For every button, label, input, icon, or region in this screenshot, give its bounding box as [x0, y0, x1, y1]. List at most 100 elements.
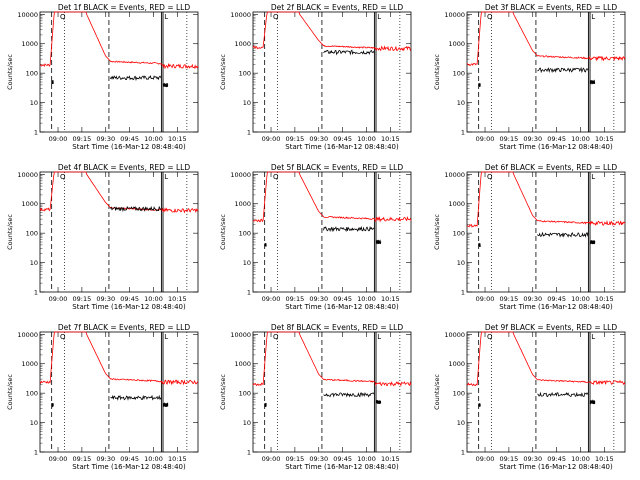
x-tick-label: 10:15 — [595, 135, 614, 143]
panel-title: Det 3f BLACK = Events, RED = LLD — [485, 3, 618, 12]
events-post — [589, 399, 596, 405]
events-series-line — [323, 392, 375, 398]
lld-series-line — [252, 331, 412, 387]
panel-title: Det 8f BLACK = Events, RED = LLD — [271, 323, 404, 332]
lld-series-line — [39, 331, 199, 386]
x-axis-label: Start Time (16-Mar-12 08:48:40) — [285, 143, 399, 151]
x-tick-label: 09:15 — [73, 455, 92, 463]
x-tick-label: 09:15 — [286, 295, 305, 303]
lld-series-line — [466, 171, 626, 228]
x-tick-label: 10:15 — [595, 295, 614, 303]
marker-l: L — [377, 173, 381, 181]
panel-3: Det 3f BLACK = Events, RED = LLD 1 10 100 10… — [433, 3, 626, 151]
x-tick-label: 09:15 — [73, 295, 92, 303]
x-tick-label: 10:00 — [357, 455, 376, 463]
events-pre-saa — [51, 80, 54, 85]
x-axis-label: Start Time (16-Mar-12 08:48:40) — [499, 303, 613, 311]
events-pre-saa — [478, 83, 481, 87]
y-tick-label: 10000 — [230, 11, 251, 19]
lld-series-line — [466, 331, 626, 387]
y-axis-label: Counts/sec — [6, 374, 14, 410]
events-series-line — [110, 394, 162, 401]
events-pre-saa — [264, 243, 267, 247]
y-tick-label: 100 — [26, 390, 38, 398]
y-tick-label: 100 — [239, 230, 251, 238]
y-tick-label: 10 — [243, 259, 251, 267]
x-tick-label: 10:00 — [571, 295, 590, 303]
x-tick-label: 09:45 — [333, 455, 352, 463]
lld-series-line — [252, 171, 412, 223]
y-tick-label: 100 — [453, 70, 465, 78]
y-tick-label: 100 — [239, 390, 251, 398]
marker-l: L — [164, 13, 168, 21]
y-axis-label: Counts/sec — [219, 214, 227, 250]
y-tick-label: 1 — [247, 129, 251, 137]
panel-6: Det 6f BLACK = Events, RED = LLD 1 10 100 10… — [433, 163, 626, 311]
x-tick-label: 09:15 — [73, 135, 92, 143]
plot-frame — [39, 331, 199, 453]
panel-7: Det 7f BLACK = Events, RED = LLD 1 10 100 10… — [6, 323, 199, 471]
x-tick-label: 09:45 — [333, 295, 352, 303]
y-tick-label: 10 — [30, 99, 38, 107]
x-tick-label: 10:15 — [381, 295, 400, 303]
marker-l: L — [377, 333, 381, 341]
x-axis-label: Start Time (16-Mar-12 08:48:40) — [285, 463, 399, 471]
y-tick-label: 1 — [34, 129, 38, 137]
x-tick-label: 10:00 — [144, 455, 163, 463]
x-tick-label: 10:15 — [168, 295, 187, 303]
x-tick-label: 09:00 — [476, 295, 495, 303]
x-axis-label: Start Time (16-Mar-12 08:48:40) — [285, 303, 399, 311]
x-tick-label: 10:00 — [144, 135, 163, 143]
y-tick-label: 10000 — [444, 171, 465, 179]
y-tick-label: 10000 — [444, 11, 465, 19]
y-tick-label: 1 — [461, 289, 465, 297]
x-tick-label: 09:30 — [309, 295, 328, 303]
marker-l: L — [591, 173, 595, 181]
x-tick-label: 10:00 — [571, 135, 590, 143]
x-tick-label: 09:30 — [96, 455, 115, 463]
y-tick-label: 100 — [239, 70, 251, 78]
events-post — [375, 399, 382, 405]
panel-4: Det 4f BLACK = Events, RED = LLD 1 10 100 10… — [6, 163, 199, 311]
y-tick-label: 1 — [34, 449, 38, 457]
events-series-line — [537, 231, 589, 238]
x-tick-label: 10:15 — [595, 455, 614, 463]
x-tick-label: 09:15 — [500, 455, 519, 463]
y-tick-label: 1 — [461, 129, 465, 137]
events-series-line — [110, 205, 162, 213]
marker-q: Q — [273, 13, 279, 21]
y-tick-label: 1000 — [234, 200, 251, 208]
y-tick-label: 100 — [26, 70, 38, 78]
events-pre-saa — [264, 402, 267, 408]
x-tick-label: 09:45 — [547, 455, 566, 463]
marker-q: Q — [60, 333, 66, 341]
plot-frame — [39, 11, 199, 133]
y-tick-label: 1 — [461, 449, 465, 457]
plot-frame — [39, 171, 199, 293]
marker-q: Q — [60, 173, 66, 181]
y-tick-label: 10000 — [230, 331, 251, 339]
panel-title: Det 9f BLACK = Events, RED = LLD — [485, 323, 618, 332]
y-axis-label: Counts/sec — [433, 214, 441, 250]
panel-title: Det 4f BLACK = Events, RED = LLD — [58, 163, 191, 172]
x-tick-label: 09:00 — [262, 135, 281, 143]
marker-l: L — [164, 333, 168, 341]
y-axis-label: Counts/sec — [433, 54, 441, 90]
x-tick-label: 09:30 — [96, 135, 115, 143]
x-tick-label: 09:30 — [309, 135, 328, 143]
panel-9: Det 9f BLACK = Events, RED = LLD 1 10 100 10… — [433, 323, 626, 471]
lld-series-line — [466, 11, 626, 66]
events-series-line — [110, 75, 162, 82]
x-tick-label: 09:00 — [476, 455, 495, 463]
x-tick-label: 09:45 — [120, 455, 139, 463]
y-tick-label: 1000 — [448, 200, 465, 208]
y-tick-label: 100 — [453, 230, 465, 238]
marker-q: Q — [487, 333, 493, 341]
y-tick-label: 10 — [30, 419, 38, 427]
x-tick-label: 09:15 — [500, 295, 519, 303]
x-tick-label: 09:45 — [120, 135, 139, 143]
panel-title: Det 1f BLACK = Events, RED = LLD — [58, 3, 191, 12]
y-axis-label: Counts/sec — [6, 214, 14, 250]
